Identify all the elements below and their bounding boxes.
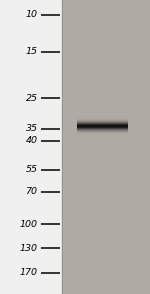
Bar <box>76 130 128 131</box>
Text: 35: 35 <box>26 124 38 133</box>
Text: 40: 40 <box>26 136 38 146</box>
Bar <box>76 126 128 127</box>
Bar <box>76 127 128 128</box>
Bar <box>76 125 128 126</box>
Bar <box>76 118 128 119</box>
Bar <box>76 132 128 133</box>
Text: 170: 170 <box>20 268 38 277</box>
Bar <box>76 117 128 118</box>
Text: 25: 25 <box>26 94 38 103</box>
Bar <box>76 128 128 129</box>
Bar <box>76 124 128 125</box>
Bar <box>0 0 62 294</box>
Bar <box>76 129 128 130</box>
Bar <box>76 133 128 134</box>
Bar <box>76 120 128 121</box>
Bar <box>76 115 128 116</box>
Bar <box>76 116 128 117</box>
Text: 70: 70 <box>26 187 38 196</box>
Text: 55: 55 <box>26 166 38 174</box>
Text: 15: 15 <box>26 47 38 56</box>
Text: 130: 130 <box>20 244 38 253</box>
Bar <box>76 135 128 136</box>
Bar <box>76 119 128 120</box>
Text: 100: 100 <box>20 220 38 229</box>
Bar <box>76 136 128 137</box>
Bar <box>76 134 128 135</box>
Bar <box>76 123 128 124</box>
Bar <box>76 122 128 123</box>
Bar <box>76 131 128 132</box>
Bar <box>62 0 150 294</box>
Bar <box>76 121 128 122</box>
Text: 10: 10 <box>26 10 38 19</box>
